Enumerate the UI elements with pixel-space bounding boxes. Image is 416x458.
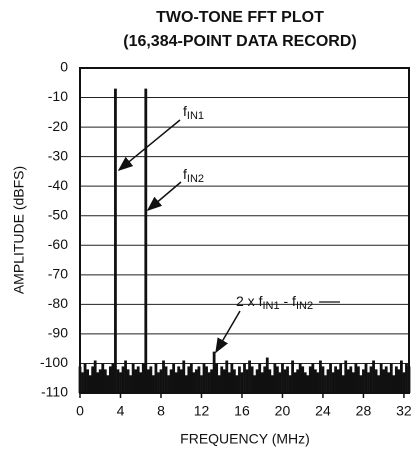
annotation: 2 x fIN1 - fIN2 bbox=[236, 293, 313, 312]
annotation-part: IN1 bbox=[262, 300, 279, 312]
annotation-part: - f bbox=[280, 293, 296, 309]
annotation-part: 2 x f bbox=[236, 293, 263, 309]
x-tick-label: 0 bbox=[76, 403, 84, 419]
x-tick-label: 28 bbox=[356, 403, 372, 419]
y-tick-label: -110 bbox=[41, 384, 68, 400]
chart-title: TWO-TONE FFT PLOT bbox=[156, 9, 324, 26]
x-tick-label: 24 bbox=[315, 403, 331, 419]
y-tick-label: -30 bbox=[48, 147, 68, 163]
y-tick-label: -40 bbox=[48, 177, 68, 193]
annotation-arrow bbox=[215, 310, 241, 354]
annotation: fIN1 bbox=[183, 103, 204, 122]
annotation-part: IN2 bbox=[296, 300, 313, 312]
y-tick-label: 0 bbox=[60, 59, 68, 75]
y-tick-label: -70 bbox=[48, 266, 68, 282]
annotation-arrow bbox=[146, 181, 182, 211]
x-tick-label: 16 bbox=[234, 403, 250, 419]
plot-frame bbox=[79, 67, 410, 394]
annotation-part: IN1 bbox=[187, 110, 204, 122]
y-tick-label: -80 bbox=[48, 295, 68, 311]
x-axis-label: FREQUENCY (MHz) bbox=[180, 431, 310, 447]
annotation-part: f bbox=[183, 166, 187, 182]
annotation-part: IN2 bbox=[187, 173, 204, 185]
y-tick-label: -100 bbox=[40, 354, 68, 370]
y-tick-label: -90 bbox=[48, 325, 68, 341]
y-tick-label: -50 bbox=[48, 206, 68, 222]
y-axis-label: AMPLITUDE (dBFS) bbox=[11, 166, 27, 294]
y-tick-label: -10 bbox=[48, 88, 68, 104]
y-tick-label: -20 bbox=[48, 118, 68, 134]
x-tick-label: 8 bbox=[157, 403, 165, 419]
chart-title: (16,384-POINT DATA RECORD) bbox=[123, 33, 357, 50]
x-tick-label: 12 bbox=[194, 403, 210, 419]
x-tick-label: 20 bbox=[275, 403, 291, 419]
y-tick-label: -60 bbox=[48, 236, 68, 252]
x-tick-label: 4 bbox=[117, 403, 125, 419]
annotation-arrow bbox=[117, 119, 181, 171]
annotation: fIN2 bbox=[183, 166, 204, 185]
annotation-part: f bbox=[183, 103, 187, 119]
x-tick-label: 32 bbox=[396, 403, 412, 419]
